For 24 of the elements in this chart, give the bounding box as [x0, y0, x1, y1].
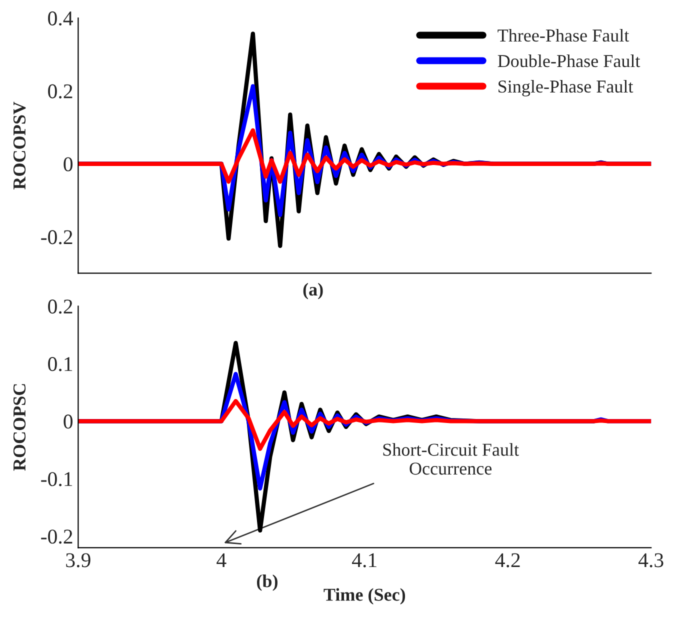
- y-tick-label: -0.2: [41, 230, 72, 244]
- y-tick-label: 0.2: [48, 300, 72, 314]
- y-axis-title: ROCOPSC: [13, 384, 26, 471]
- y-tick-label: 0.2: [48, 84, 72, 98]
- x-tick-label: 4.2: [495, 553, 520, 568]
- y-tick-label: 0.1: [48, 357, 72, 372]
- line-series: [78, 128, 652, 184]
- y-tick-label: 0: [64, 157, 73, 172]
- legend-label: Single-Phase Fault: [498, 80, 634, 96]
- text: (b): [257, 574, 278, 591]
- y-axis-title: ROCOPSV: [13, 102, 26, 190]
- x-tick-label: 4.3: [638, 553, 664, 568]
- annotation: Short-Circuit Fault Occurrence: [383, 443, 519, 475]
- x-tick-label: 4: [216, 553, 226, 568]
- x-axis-title: Time (Sec): [324, 588, 406, 605]
- x-tick-label: 3.9: [66, 553, 90, 568]
- x-tick-label: 4.1: [352, 553, 376, 568]
- legend-label: Three-Phase Fault: [498, 28, 630, 42]
- y-tick-label: 0: [64, 414, 73, 429]
- y-tick-label: -0.1: [41, 472, 72, 486]
- legend-label: Double-Phase Fault: [498, 54, 640, 68]
- y-tick-label: -0.2: [41, 530, 72, 544]
- text: (a): [303, 282, 323, 300]
- y-tick-label: 0.4: [48, 11, 73, 26]
